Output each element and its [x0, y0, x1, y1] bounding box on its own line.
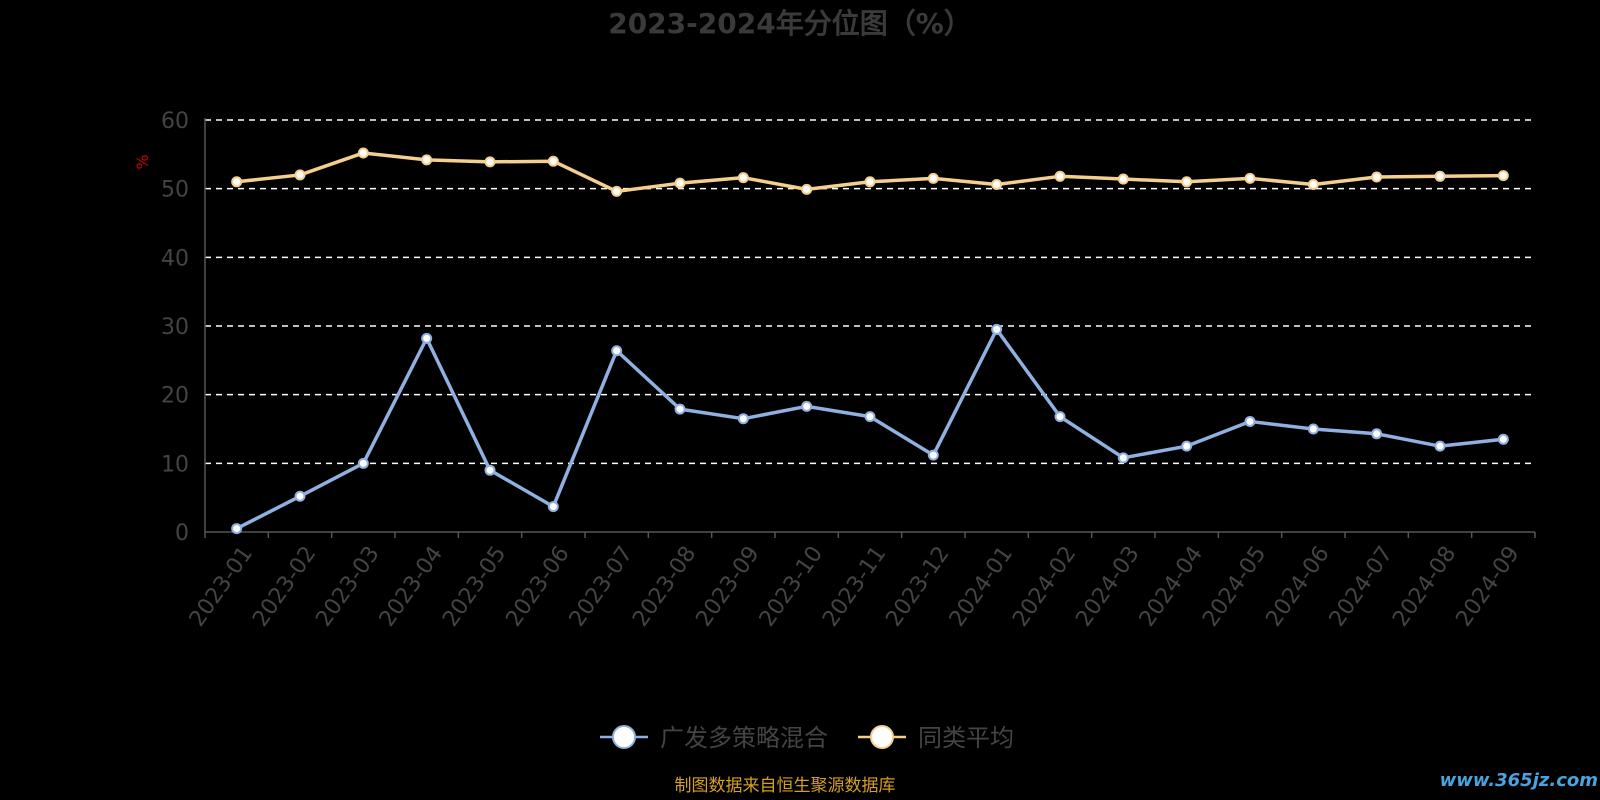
y-tick-labels: 0 10 20 30 40 50 60 — [161, 109, 189, 546]
data-point — [231, 176, 243, 188]
data-point — [991, 323, 1003, 335]
watermark: www.365jz.com — [1440, 770, 1598, 791]
data-point — [547, 501, 559, 513]
data-point — [927, 172, 939, 184]
x-tick-label: 2024-06 — [1261, 542, 1334, 632]
data-point — [737, 413, 749, 425]
data-point — [1181, 176, 1193, 188]
x-tick-label: 2024-04 — [1135, 542, 1208, 632]
data-point — [674, 403, 686, 415]
x-tick-label: 2023-08 — [628, 542, 701, 632]
x-tick-label: 2024-09 — [1451, 542, 1524, 632]
x-tick-label: 2023-01 — [185, 542, 258, 632]
legend-item-0[interactable]: 广发多策略混合 — [600, 724, 828, 752]
data-point — [1244, 172, 1256, 184]
data-point — [1497, 433, 1509, 445]
y-tick-label: 0 — [175, 521, 189, 546]
x-tick-label: 2024-07 — [1325, 542, 1398, 632]
data-point — [611, 185, 623, 197]
data-point — [674, 177, 686, 189]
data-point — [927, 449, 939, 461]
legend[interactable]: 广发多策略混合 同类平均 — [600, 724, 1014, 752]
data-point — [611, 345, 623, 357]
data-point — [801, 400, 813, 412]
y-axis-label: % — [133, 154, 152, 169]
source-note: 制图数据来自恒生聚源数据库 — [675, 776, 896, 796]
x-tick-label: 2023-05 — [438, 542, 511, 632]
legend-label: 同类平均 — [918, 724, 1014, 752]
x-tick-label: 2023-11 — [818, 542, 891, 632]
data-point — [1117, 452, 1129, 464]
x-tick-label: 2024-05 — [1198, 542, 1271, 632]
data-point — [294, 169, 306, 181]
data-point — [421, 332, 433, 344]
data-point — [737, 172, 749, 184]
x-tick-labels: 2023-012023-022023-032023-042023-052023-… — [185, 542, 1525, 632]
data-point — [864, 411, 876, 423]
y-tick-label: 10 — [161, 452, 189, 477]
data-point — [547, 155, 559, 167]
x-tick-label: 2023-07 — [565, 542, 638, 632]
x-tick-label: 2024-02 — [1008, 542, 1081, 632]
data-point — [991, 179, 1003, 191]
x-tick-label: 2023-12 — [881, 542, 954, 632]
legend-label: 广发多策略混合 — [660, 724, 828, 752]
y-tick-label: 30 — [161, 315, 189, 340]
data-point — [1371, 171, 1383, 183]
grid-lines — [205, 119, 1535, 465]
data-point — [1371, 428, 1383, 440]
data-point — [1054, 170, 1066, 182]
data-point — [1307, 423, 1319, 435]
data-point — [357, 457, 369, 469]
x-tick-label: 2024-03 — [1071, 542, 1144, 632]
data-point — [484, 156, 496, 168]
data-point — [1181, 440, 1193, 452]
data-point — [1434, 440, 1446, 452]
legend-marker — [870, 725, 894, 749]
data-point — [294, 490, 306, 502]
data-point — [864, 176, 876, 188]
data-point — [421, 154, 433, 166]
y-tick-label: 40 — [161, 246, 189, 271]
data-point — [801, 183, 813, 195]
x-tick-label: 2023-02 — [248, 542, 321, 632]
data-point — [231, 523, 243, 535]
y-tick-label: 20 — [161, 384, 189, 409]
data-point — [1307, 179, 1319, 191]
series-lines — [231, 147, 1509, 535]
data-point — [484, 464, 496, 476]
x-tick-label: 2023-10 — [755, 542, 828, 632]
data-point — [1497, 170, 1509, 182]
axes — [204, 118, 1536, 538]
x-tick-label: 2023-04 — [375, 542, 448, 632]
y-tick-label: 50 — [161, 178, 189, 203]
data-point — [1434, 170, 1446, 182]
data-point — [1117, 173, 1129, 185]
data-point — [1244, 415, 1256, 427]
chart-title: 2023-2024年分位图（%） — [608, 7, 972, 40]
data-point — [357, 147, 369, 159]
x-tick-label: 2024-08 — [1388, 542, 1461, 632]
data-point — [1054, 411, 1066, 423]
legend-marker — [612, 725, 636, 749]
x-tick-label: 2023-09 — [691, 542, 764, 632]
x-tick-label: 2023-06 — [501, 542, 574, 632]
x-tick-label: 2023-03 — [311, 542, 384, 632]
legend-item-1[interactable]: 同类平均 — [858, 724, 1014, 752]
x-tick-label: 2024-01 — [945, 542, 1018, 632]
y-tick-label: 60 — [161, 109, 189, 134]
